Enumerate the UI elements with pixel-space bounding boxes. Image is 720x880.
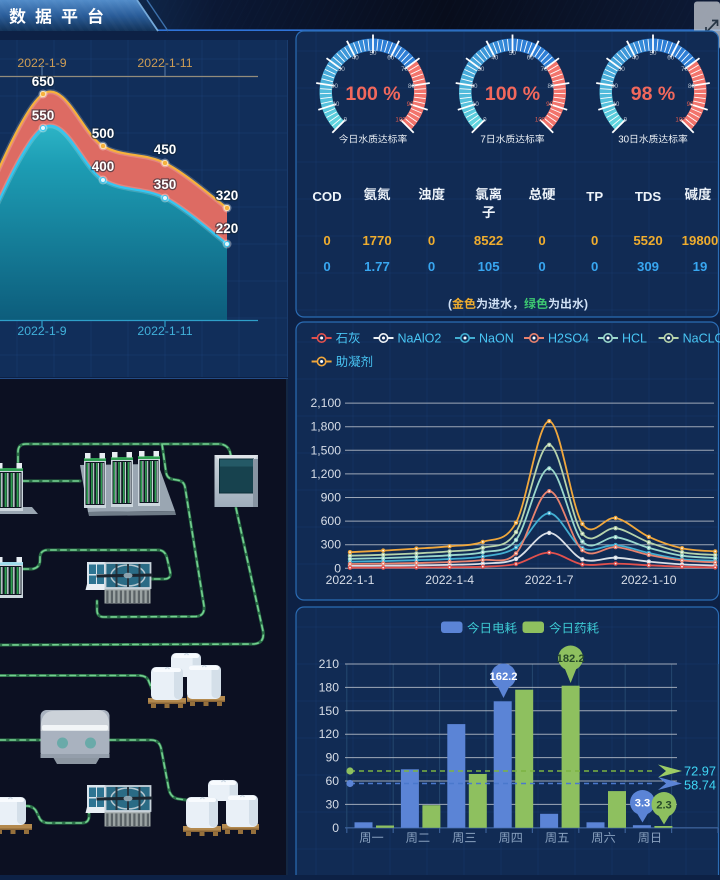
svg-text:30: 30 xyxy=(618,66,625,73)
svg-text:10: 10 xyxy=(472,101,479,108)
svg-text:50: 50 xyxy=(509,50,516,57)
svg-text:40: 40 xyxy=(632,54,639,61)
svg-text:0: 0 xyxy=(332,821,339,835)
svg-text:2,100: 2,100 xyxy=(311,396,342,410)
svg-text:1,500: 1,500 xyxy=(311,443,342,457)
svg-text:20: 20 xyxy=(331,83,338,90)
svg-text:0: 0 xyxy=(483,117,487,124)
svg-text:58.74: 58.74 xyxy=(684,778,716,793)
svg-text:100: 100 xyxy=(395,117,406,124)
svg-text:80: 80 xyxy=(408,83,415,90)
svg-text:20: 20 xyxy=(471,83,478,90)
svg-text:60: 60 xyxy=(325,774,339,788)
svg-text:2022-1-10: 2022-1-10 xyxy=(621,573,677,587)
svg-text:TDS: TDS xyxy=(635,189,662,204)
svg-text:100 %: 100 % xyxy=(485,83,540,105)
svg-text:550: 550 xyxy=(32,108,55,123)
svg-text:320: 320 xyxy=(216,188,239,203)
svg-text:19800: 19800 xyxy=(682,233,719,248)
svg-text:100 %: 100 % xyxy=(345,83,400,105)
svg-text:90: 90 xyxy=(687,101,694,108)
svg-text:1770: 1770 xyxy=(362,233,391,248)
svg-text:60: 60 xyxy=(387,54,394,61)
svg-text:H2SO4: H2SO4 xyxy=(548,332,589,346)
svg-text:40: 40 xyxy=(352,54,359,61)
svg-text:3.3: 3.3 xyxy=(635,798,651,810)
svg-text:NaCLO: NaCLO xyxy=(683,332,720,346)
svg-text:400: 400 xyxy=(92,159,115,174)
svg-text:1,200: 1,200 xyxy=(311,467,342,481)
svg-text:0: 0 xyxy=(624,117,628,124)
svg-text:TP: TP xyxy=(586,189,603,204)
svg-text:80: 80 xyxy=(548,83,555,90)
svg-text:300: 300 xyxy=(321,538,342,552)
svg-text:0: 0 xyxy=(323,259,330,274)
svg-text:2022-1-1: 2022-1-1 xyxy=(326,573,375,587)
svg-text:2022-1-11: 2022-1-11 xyxy=(137,324,192,338)
svg-text:2.3: 2.3 xyxy=(656,800,672,812)
svg-text:2022-1-9: 2022-1-9 xyxy=(17,324,66,338)
svg-text:30: 30 xyxy=(477,66,484,73)
svg-text:90: 90 xyxy=(546,101,553,108)
svg-text:50: 50 xyxy=(370,50,377,57)
svg-text:0: 0 xyxy=(538,233,545,248)
svg-text:120: 120 xyxy=(319,727,340,741)
svg-text:2022-1-7: 2022-1-7 xyxy=(525,573,574,587)
svg-text:30: 30 xyxy=(338,66,345,73)
svg-text:60: 60 xyxy=(527,54,534,61)
svg-text:210: 210 xyxy=(319,657,340,671)
svg-text:10: 10 xyxy=(332,101,339,108)
svg-text:NaAlO2: NaAlO2 xyxy=(398,332,442,346)
svg-text:0: 0 xyxy=(344,117,348,124)
svg-text:0: 0 xyxy=(323,233,330,248)
svg-text:450: 450 xyxy=(154,142,177,157)
svg-text:1,800: 1,800 xyxy=(311,420,342,434)
svg-text:220: 220 xyxy=(216,221,239,236)
svg-text:20: 20 xyxy=(611,83,618,90)
svg-text:0: 0 xyxy=(428,233,435,248)
svg-text:100: 100 xyxy=(675,117,686,124)
svg-text:7: 7 xyxy=(480,135,485,146)
svg-text:98 %: 98 % xyxy=(631,83,675,105)
svg-text:72.97: 72.97 xyxy=(684,764,716,779)
svg-text:COD: COD xyxy=(312,189,341,204)
svg-text:0: 0 xyxy=(591,259,598,274)
svg-text:0: 0 xyxy=(538,259,545,274)
svg-text:80: 80 xyxy=(688,83,695,90)
svg-text:10: 10 xyxy=(612,101,619,108)
svg-text:NaON: NaON xyxy=(479,332,514,346)
svg-text:0: 0 xyxy=(428,259,435,274)
svg-text:650: 650 xyxy=(32,74,55,89)
svg-text:162.2: 162.2 xyxy=(490,671,518,683)
svg-text:70: 70 xyxy=(541,66,548,73)
svg-text:150: 150 xyxy=(319,704,340,718)
svg-text:70: 70 xyxy=(681,66,688,73)
svg-text:90: 90 xyxy=(325,751,339,765)
svg-text:350: 350 xyxy=(154,177,177,192)
svg-text:105: 105 xyxy=(478,259,500,274)
svg-text:180: 180 xyxy=(319,680,340,694)
svg-text:900: 900 xyxy=(321,491,342,505)
svg-text:50: 50 xyxy=(650,50,657,57)
svg-text:5520: 5520 xyxy=(633,233,662,248)
svg-text:100: 100 xyxy=(535,117,546,124)
svg-text:70: 70 xyxy=(401,66,408,73)
svg-text:309: 309 xyxy=(637,259,659,274)
svg-text:60: 60 xyxy=(667,54,674,61)
svg-text:): ) xyxy=(584,297,588,311)
svg-text:182.2: 182.2 xyxy=(557,653,585,665)
svg-text:2022-1-4: 2022-1-4 xyxy=(425,573,474,587)
svg-text:90: 90 xyxy=(407,101,414,108)
svg-text:500: 500 xyxy=(92,126,115,141)
svg-text:40: 40 xyxy=(491,54,498,61)
svg-text:8522: 8522 xyxy=(474,233,503,248)
svg-text:30: 30 xyxy=(325,797,339,811)
svg-text:0: 0 xyxy=(591,233,598,248)
svg-text:1.77: 1.77 xyxy=(364,259,390,274)
svg-text:30: 30 xyxy=(618,135,629,146)
svg-text:HCL: HCL xyxy=(622,332,647,346)
svg-text:600: 600 xyxy=(321,514,342,528)
svg-text:19: 19 xyxy=(693,259,708,274)
svg-text:(: ( xyxy=(448,297,452,311)
